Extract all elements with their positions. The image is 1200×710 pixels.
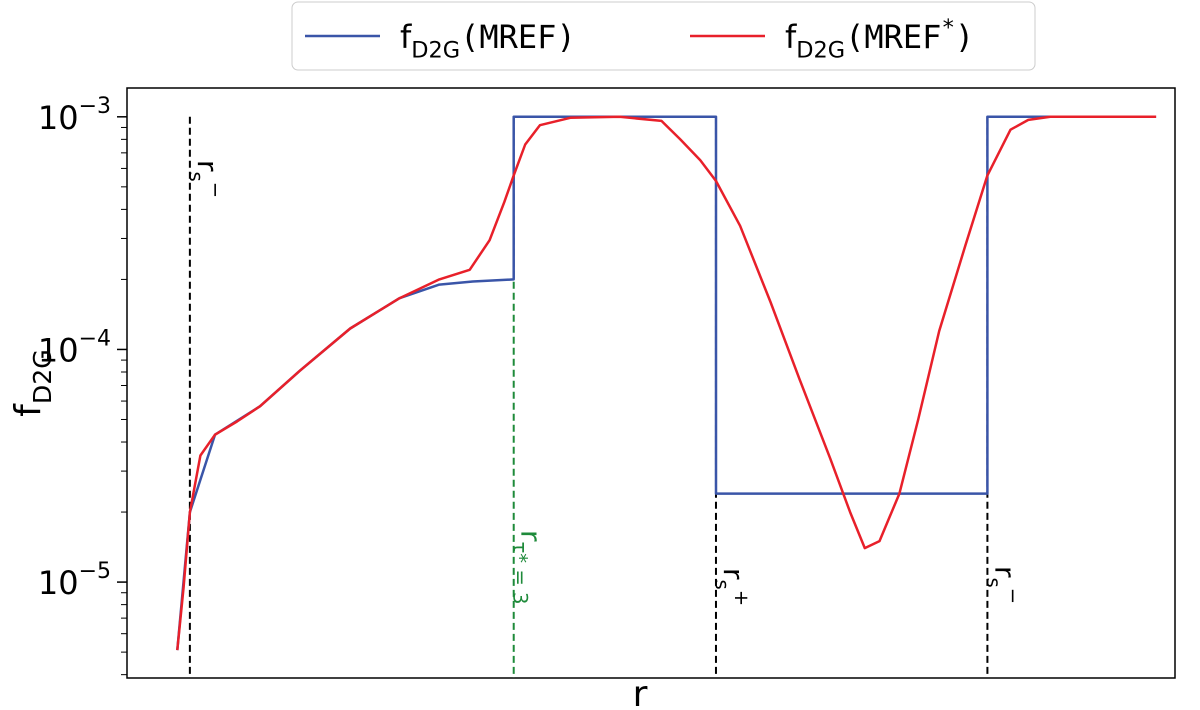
legend-label-part: ) [955, 18, 974, 56]
reference-label: rs− [184, 160, 227, 198]
y-tick-base: 10 [38, 331, 79, 369]
legend-label-part: D2G [411, 38, 460, 64]
reference-label: rs− [982, 566, 1025, 604]
y-tick-exponent: −3 [79, 94, 111, 119]
legend-label-part: f [400, 18, 412, 56]
reference-label-part: s [711, 580, 734, 590]
y-axis-label: fD2G [8, 349, 57, 417]
y-tick-label: 10−3 [38, 94, 111, 137]
legend-label-part: D2G [796, 38, 845, 64]
reference-label-part: s [184, 172, 207, 182]
legend-label: fD2G(MREF) [400, 18, 576, 64]
reference-label-part: − [1002, 588, 1025, 604]
plot-frame [126, 87, 1176, 679]
y-axis-label-part: D2G [28, 349, 57, 404]
legend-label-part: (MREF) [460, 18, 576, 56]
legend-label-part: * [941, 15, 954, 41]
y-tick-exponent: −4 [79, 326, 111, 351]
reference-label-part: s [982, 578, 1005, 588]
legend-label-part: (MREF [845, 18, 941, 56]
reference-label: rτ* = 3 [508, 530, 547, 604]
reference-label-part: r [515, 530, 548, 542]
y-tick-base: 10 [38, 99, 79, 137]
reference-label-part: − [204, 182, 227, 198]
reference-label-part: r [988, 566, 1021, 578]
x-axis-label: r [633, 674, 648, 710]
y-tick-exponent: −5 [79, 559, 111, 584]
reference-label-part: r [717, 568, 750, 580]
y-tick-base: 10 [38, 564, 79, 602]
y-tick-label: 10−4 [38, 326, 111, 369]
legend-box [291, 1, 1036, 71]
legend-label-part: f [785, 18, 797, 56]
reference-label-part: r [191, 160, 224, 172]
y-axis-label-part: f [8, 403, 49, 417]
reference-label: rs+ [711, 568, 754, 606]
series-line [176, 115, 1157, 651]
reference-label-part: τ* = 3 [508, 542, 531, 605]
reference-label-part: + [730, 590, 753, 606]
y-tick-label: 10−5 [38, 559, 111, 602]
legend-label: fD2G(MREF*) [785, 15, 974, 63]
